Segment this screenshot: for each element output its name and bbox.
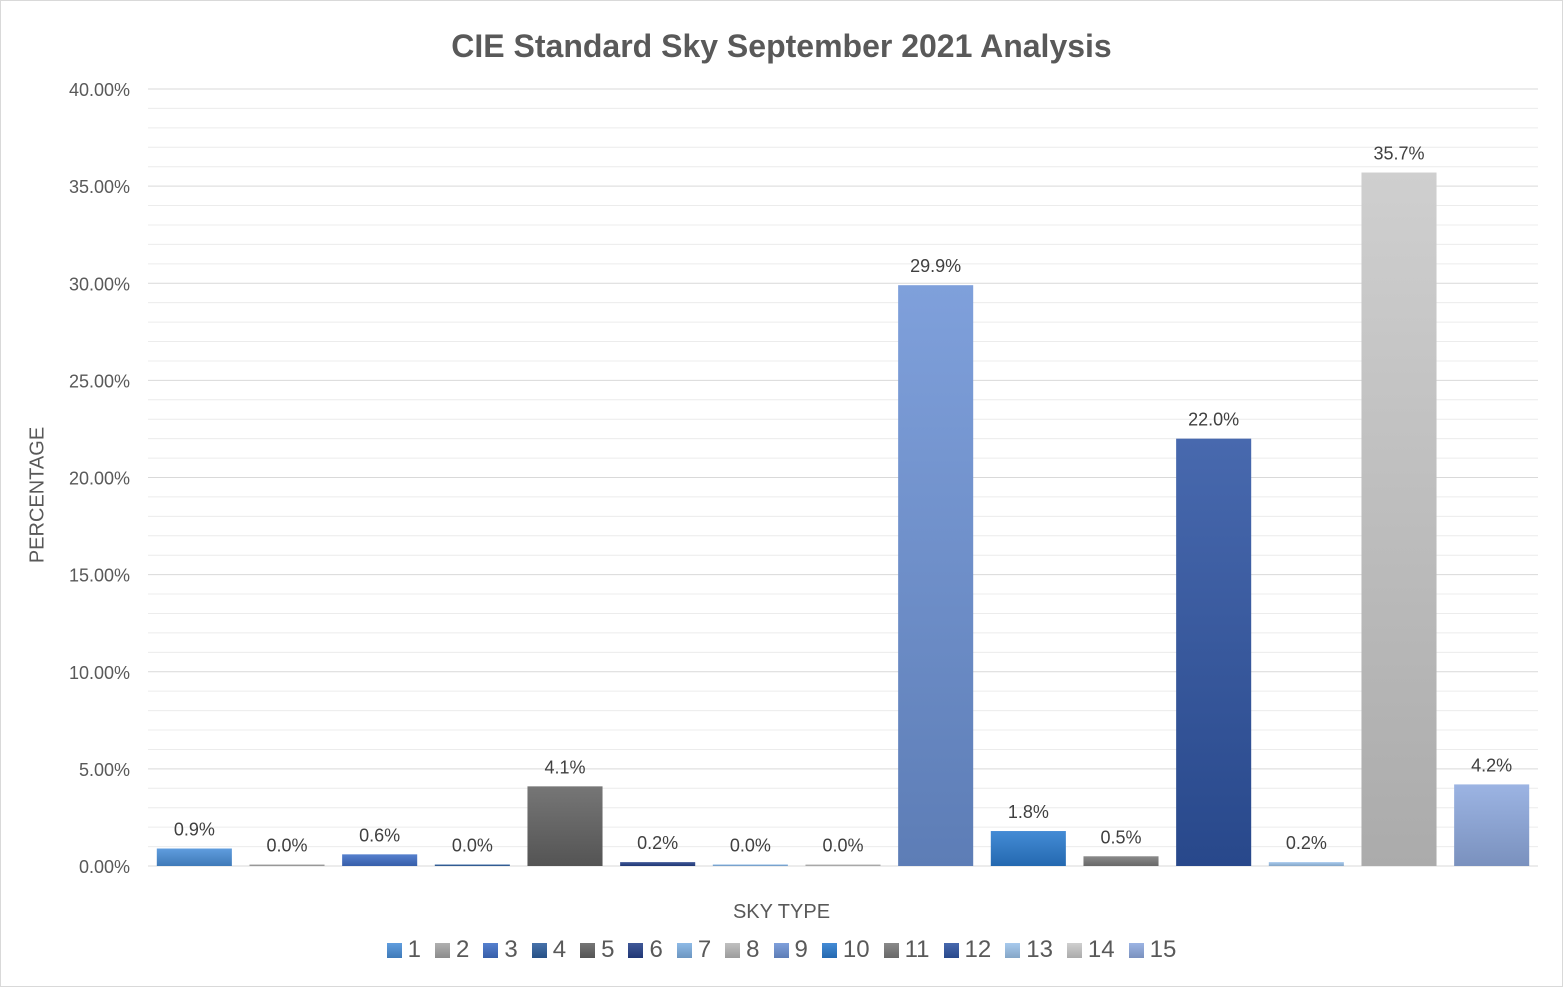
- legend-label: 9: [794, 936, 808, 963]
- bar: [434, 864, 510, 866]
- data-label: 0.0%: [452, 836, 493, 856]
- legend-item: 9: [773, 936, 808, 964]
- data-label: 35.7%: [1373, 144, 1424, 164]
- legend-item: 1: [386, 936, 422, 964]
- data-label: 0.6%: [359, 825, 400, 845]
- data-label: 4.1%: [544, 757, 585, 777]
- y-tick-label: 25.00%: [69, 371, 130, 391]
- data-label: 29.9%: [910, 256, 961, 276]
- bar: [898, 285, 974, 866]
- legend-item: 7: [676, 936, 712, 964]
- bar: [1176, 438, 1252, 866]
- legend-swatch: [943, 942, 959, 958]
- y-tick-label: 35.00%: [69, 177, 130, 197]
- y-tick-label: 5.00%: [79, 760, 130, 780]
- legend: 1 2 3 4 5 6 7 8 9 10 11 12 13 14 15: [0, 936, 1563, 964]
- legend-item: 14: [1066, 936, 1115, 964]
- data-label: 0.0%: [266, 836, 307, 856]
- legend-item: 10: [821, 936, 870, 964]
- legend-label: 13: [1026, 936, 1053, 963]
- legend-swatch: [883, 942, 899, 958]
- legend-label: 11: [904, 936, 930, 963]
- legend-item: 3: [483, 936, 518, 964]
- legend-label: 5: [601, 936, 615, 963]
- legend-item: 13: [1005, 936, 1053, 964]
- legend-swatch: [821, 942, 837, 958]
- y-tick-label: 15.00%: [69, 566, 130, 586]
- legend-swatch: [531, 942, 547, 958]
- legend-label: 4: [552, 936, 567, 963]
- bar: [1454, 784, 1530, 866]
- x-axis-title: SKY TYPE: [732, 901, 831, 923]
- y-tick-label: 10.00%: [69, 663, 130, 683]
- bar: [1083, 856, 1159, 866]
- bar: [712, 864, 788, 866]
- bar: [1268, 862, 1344, 866]
- data-label: 0.2%: [1286, 833, 1327, 853]
- bar: [990, 831, 1066, 866]
- legend-label: 6: [649, 936, 663, 963]
- legend-label: 15: [1149, 936, 1177, 963]
- bar: [805, 864, 881, 866]
- bar: [249, 864, 325, 866]
- data-label: 0.0%: [822, 836, 863, 856]
- legend-item: 4: [531, 936, 567, 964]
- legend-label: 12: [964, 936, 992, 963]
- legend-item: 11: [883, 936, 930, 964]
- legend-swatch: [483, 942, 499, 958]
- y-tick-label: 40.00%: [69, 80, 130, 100]
- legend-label: 1: [407, 936, 422, 963]
- legend-swatch: [725, 942, 741, 958]
- legend-item: 5: [580, 936, 614, 964]
- legend-label: 14: [1087, 936, 1115, 963]
- bar: [620, 862, 696, 866]
- data-label: 0.5%: [1100, 827, 1141, 847]
- legend-label: 8: [746, 936, 760, 963]
- legend-swatch: [676, 942, 692, 958]
- data-label: 4.2%: [1471, 755, 1512, 775]
- legend-swatch: [1066, 942, 1082, 958]
- data-label: 0.2%: [637, 833, 678, 853]
- chart-title: CIE Standard Sky September 2021 Analysis: [451, 28, 1112, 64]
- data-label: 1.8%: [1008, 802, 1049, 822]
- legend-swatch: [580, 942, 596, 958]
- legend-label: 2: [456, 936, 470, 963]
- legend-swatch: [1005, 942, 1021, 958]
- legend-swatch: [435, 942, 451, 958]
- legend-item: 2: [435, 936, 469, 964]
- data-label: 0.0%: [730, 836, 771, 856]
- bar: [156, 848, 232, 866]
- legend-item: 8: [725, 936, 760, 964]
- y-tick-label: 30.00%: [69, 274, 130, 294]
- bar: [1361, 172, 1437, 867]
- legend-swatch: [773, 942, 789, 958]
- legend-swatch: [386, 942, 402, 958]
- legend-label: 10: [842, 936, 870, 963]
- bar: [527, 786, 603, 866]
- legend-swatch: [1128, 942, 1144, 958]
- data-label: 22.0%: [1188, 410, 1239, 430]
- y-tick-label: 0.00%: [79, 857, 130, 877]
- y-tick-label: 20.00%: [69, 469, 130, 489]
- legend-item: 6: [628, 936, 663, 964]
- legend-label: 3: [504, 936, 518, 963]
- legend-item: 12: [943, 936, 992, 964]
- data-label: 0.9%: [174, 820, 215, 840]
- legend-label: 7: [697, 936, 712, 963]
- bar: [342, 854, 418, 866]
- legend-item: 15: [1128, 936, 1177, 964]
- legend-swatch: [628, 942, 644, 958]
